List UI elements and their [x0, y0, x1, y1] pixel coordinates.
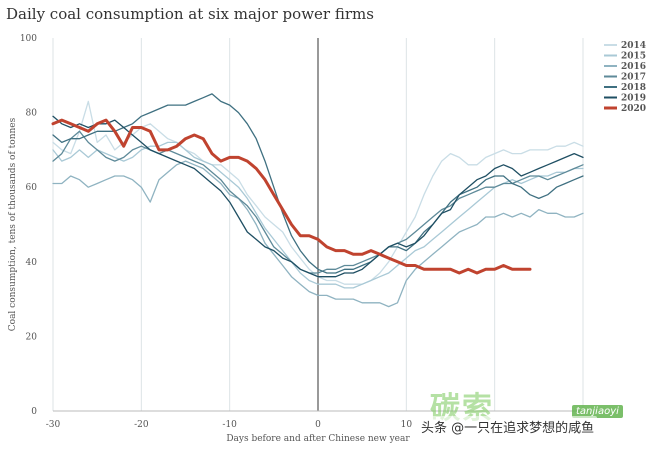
x-tick-label: 10	[401, 420, 413, 430]
y-tick-label: 0	[31, 407, 37, 417]
y-tick-label: 40	[26, 258, 38, 268]
watermark-logo-sub: tanjiaoyi	[572, 405, 623, 418]
series-line-2018	[52, 93, 584, 274]
axis-layer: 0 20 40 60 80 100 -30 -20 -10 0 10 Days before and …	[8, 34, 412, 444]
x-axis-title: Days before and after Chinese new year	[226, 434, 410, 444]
y-tick-label: 100	[20, 34, 37, 44]
watermark-author: 头条 @一只在追求梦想的咸鱼	[418, 416, 598, 437]
y-tick-label: 80	[26, 109, 38, 119]
x-tick-label: -10	[222, 420, 237, 430]
legend-label-2020: 2020	[621, 104, 646, 114]
legend-label-2015: 2015	[621, 52, 646, 62]
series-line-2020	[51, 118, 532, 275]
y-tick-label: 20	[26, 332, 38, 342]
y-tick-label: 60	[26, 183, 38, 193]
legend-label-2016: 2016	[621, 62, 646, 72]
x-tick-label: 0	[315, 420, 321, 430]
x-tick-label: -20	[134, 420, 149, 430]
legend-label-2019: 2019	[621, 94, 646, 104]
series-line-2017	[52, 130, 584, 274]
chart-title: Daily coal consumption at six major powe…	[6, 5, 374, 23]
legend-label-2017: 2017	[621, 73, 646, 83]
legend-label-2018: 2018	[621, 83, 646, 93]
legend-label-2014: 2014	[621, 41, 646, 51]
grid-layer	[52, 38, 584, 412]
series-line-2019	[52, 115, 584, 278]
series-line-2016	[52, 160, 584, 308]
y-axis-title: Coal consumption, tens of thousands of t…	[8, 117, 18, 331]
series-layer	[51, 93, 584, 308]
x-tick-label: -30	[46, 420, 61, 430]
